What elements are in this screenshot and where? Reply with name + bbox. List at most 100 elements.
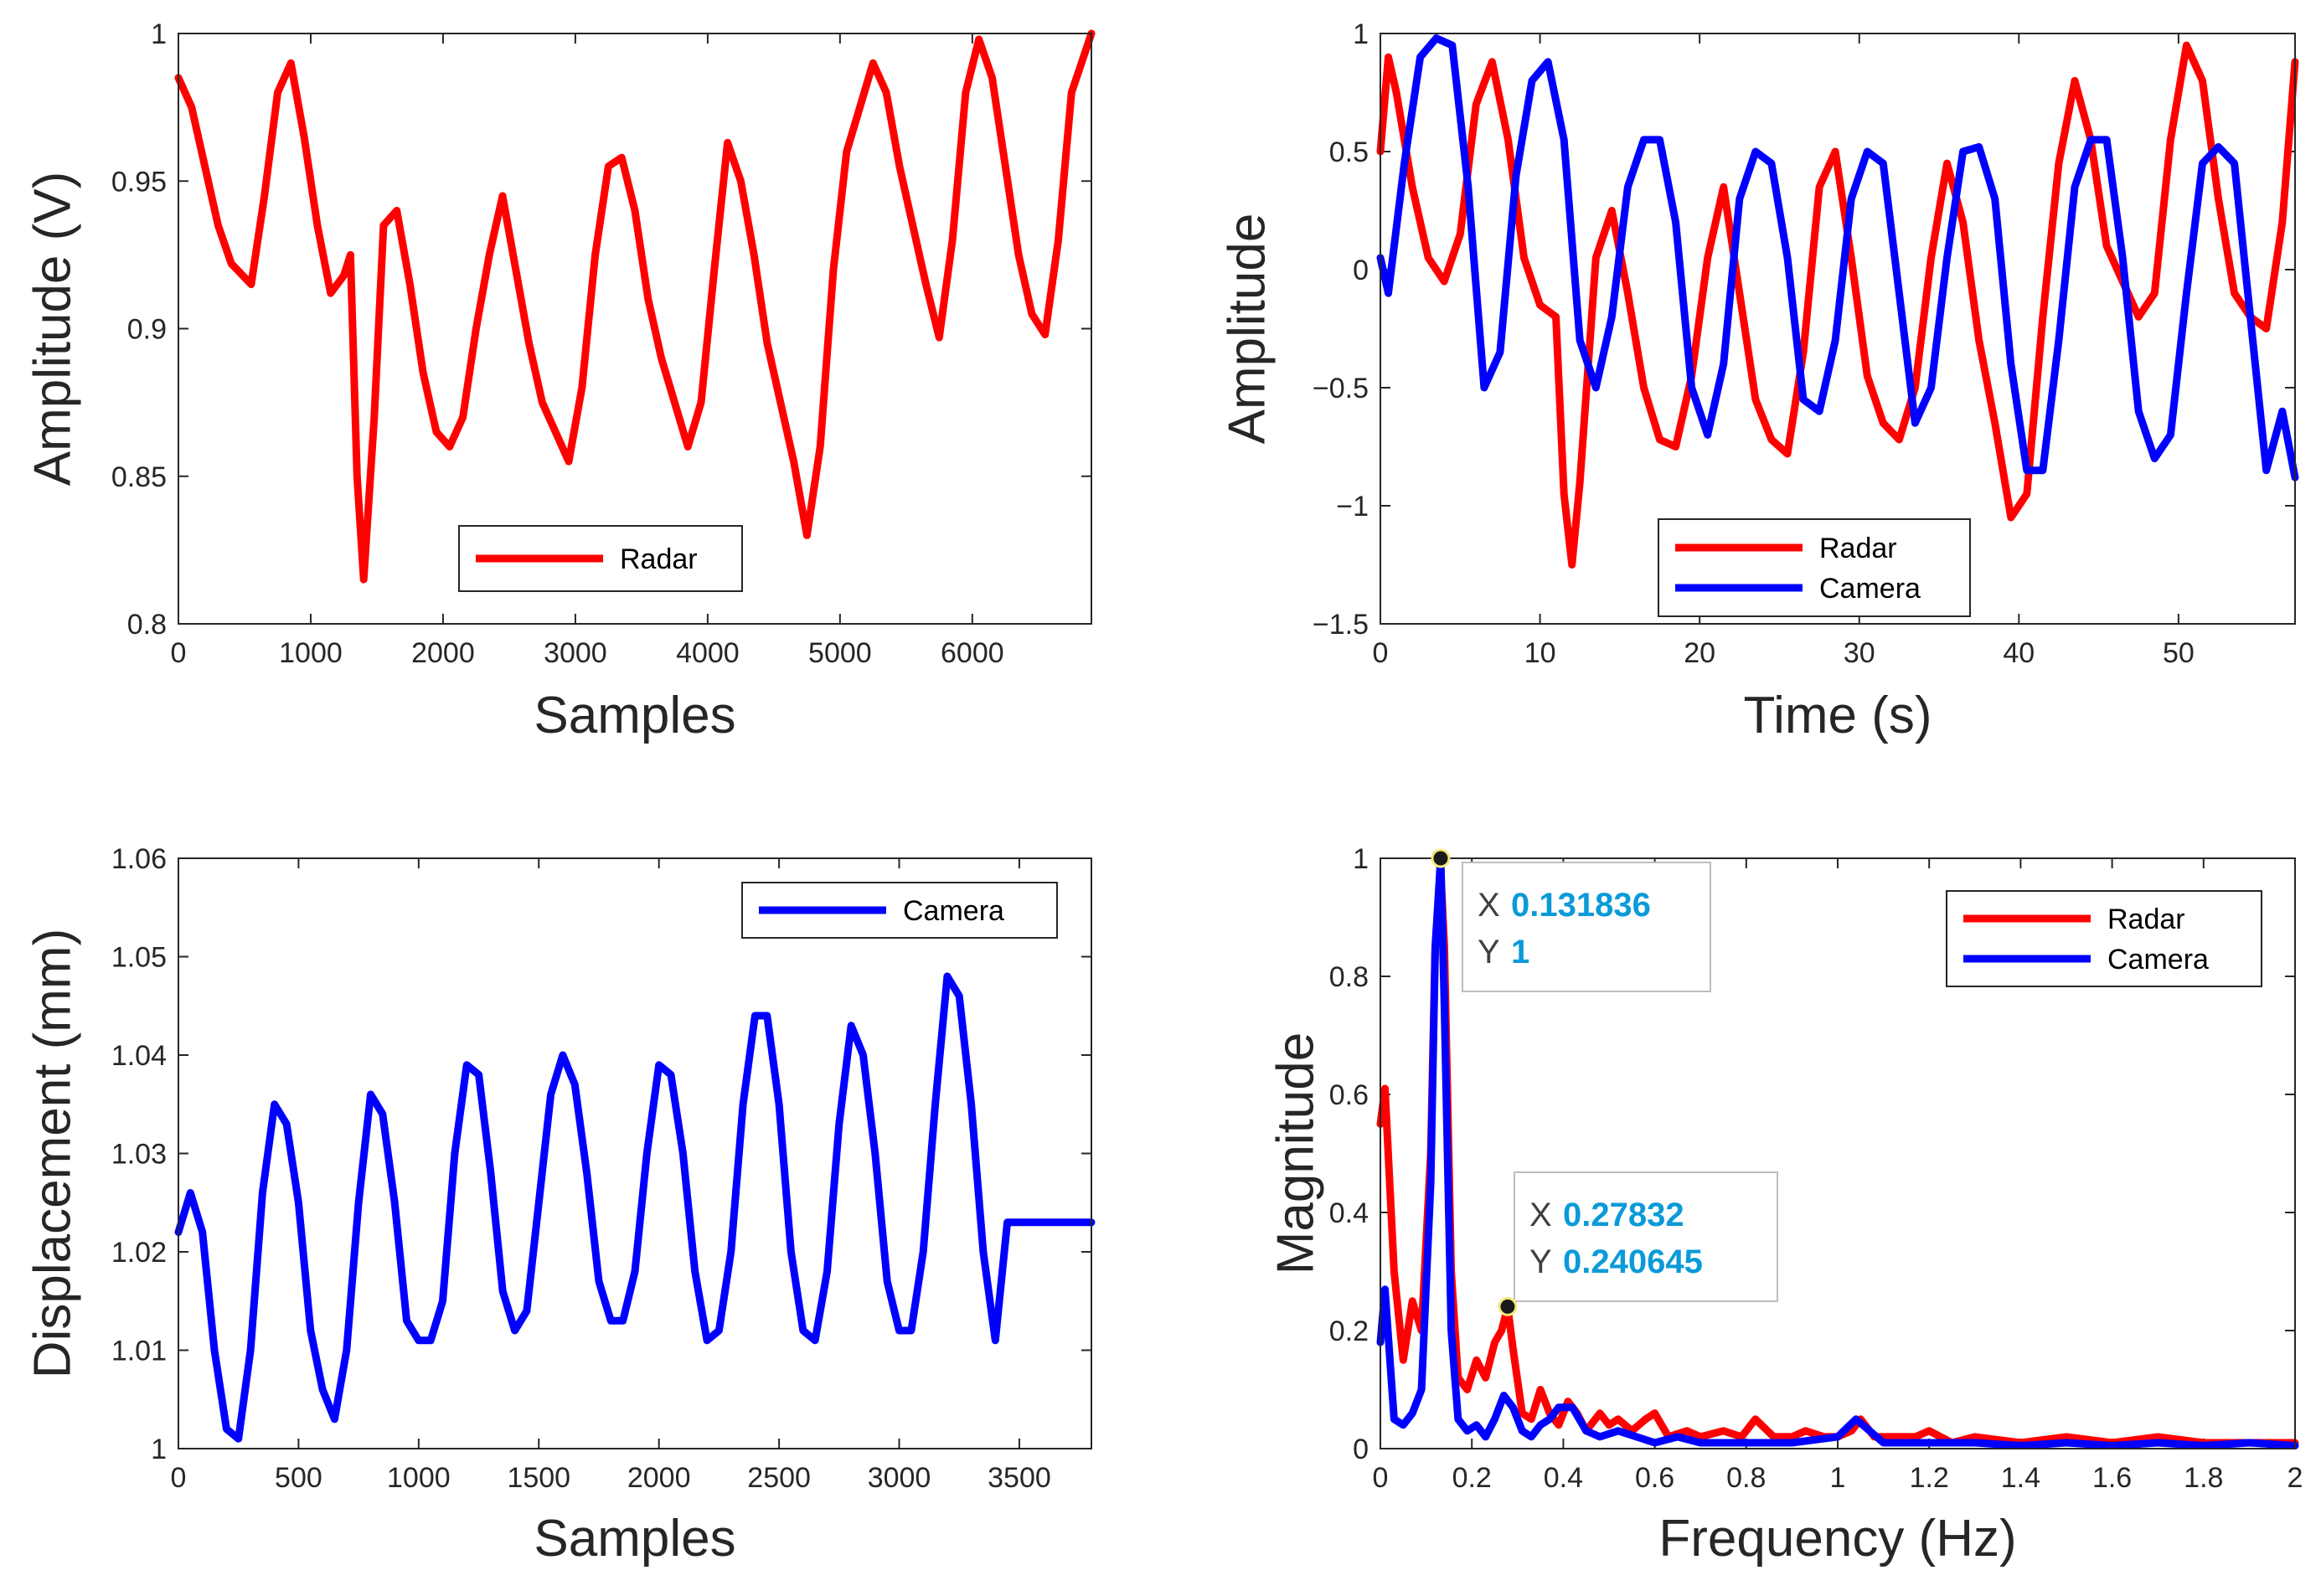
x-tick-label: 3000 [544, 637, 607, 669]
legend-label-camera: Camera [903, 895, 1004, 927]
x-tick-label: 50 [2163, 637, 2195, 669]
x-tick-label: 20 [1684, 637, 1715, 669]
series-line-radar [174, 29, 1096, 584]
datatip-y-label: Y [1529, 1243, 1552, 1280]
x-tick-label: 0.4 [1544, 1462, 1583, 1494]
y-tick-label: 1.06 [111, 843, 167, 875]
series-line-camera [1376, 854, 2299, 1449]
y-tick-label: 1 [1353, 843, 1369, 875]
legend-label-radar: Radar [620, 543, 698, 575]
x-tick-label: 40 [2003, 637, 2035, 669]
datatip: X 0.131836 Y 1 [1431, 848, 1711, 992]
y-tick-label: 1.03 [111, 1139, 167, 1171]
x-tick-label: 0 [171, 637, 187, 669]
datatip: X 0.27832 Y 0.240645 [1498, 1171, 1778, 1316]
legend-label-camera: Camera [1819, 573, 1921, 605]
y-axis-label: Amplitude (V) [24, 172, 82, 487]
y-axis-label: Magnitude [1267, 1032, 1325, 1275]
x-tick-label: 1.8 [2184, 1462, 2223, 1494]
legend: Radar Camera [1946, 890, 2262, 987]
y-tick-label: 0 [1353, 255, 1369, 286]
y-tick-label: 1.05 [111, 942, 167, 974]
datatip-x-label: X [1529, 1197, 1552, 1233]
datatip-x-value: 0.27832 [1563, 1197, 1684, 1233]
y-tick-label: 1.01 [111, 1336, 167, 1367]
plot-area [178, 858, 1091, 1449]
x-tick-label: 2 [2287, 1462, 2303, 1494]
plot-frame [178, 33, 1092, 625]
y-tick-label: 1 [151, 1434, 167, 1465]
x-tick-label: 30 [1844, 637, 1875, 669]
legend-label-radar: Radar [2107, 904, 2185, 935]
y-tick-label: 0.8 [127, 609, 167, 641]
y-tick-label: 1 [1353, 18, 1369, 50]
plot-frame [1380, 857, 2296, 1449]
y-tick-label: −1 [1336, 491, 1369, 523]
y-tick-label: 1.04 [111, 1040, 167, 1072]
x-tick-label: 1 [1830, 1462, 1846, 1494]
y-tick-label: 1.02 [111, 1237, 167, 1269]
x-tick-label: 2000 [411, 637, 475, 669]
x-tick-label: 500 [275, 1462, 322, 1494]
datatip-x-value: 0.131836 [1511, 887, 1651, 924]
y-tick-label: 0.85 [111, 461, 167, 493]
datatip-box [1514, 1171, 1778, 1302]
x-axis-label: Samples [534, 1510, 735, 1568]
x-tick-label: 0.2 [1452, 1462, 1492, 1494]
y-axis-label: Displacement (mm) [24, 929, 82, 1378]
x-tick-label: 0.6 [1635, 1462, 1674, 1494]
series-line-radar [1376, 41, 2299, 569]
datatip-y-value: 1 [1511, 934, 1529, 970]
chart-radar-amplitude: 0 1000 2000 3000 4000 5000 6000 0.8 0.85 0.9 0.95 1… [24, 18, 1096, 744]
x-tick-label: 1000 [387, 1462, 451, 1494]
y-tick-label: 0.2 [1329, 1315, 1369, 1347]
y-tick-label: 0.95 [111, 166, 167, 198]
x-tick-label: 0 [171, 1462, 187, 1494]
y-axis-label: Amplitude [1219, 214, 1277, 445]
x-tick-label: 2500 [747, 1462, 811, 1494]
y-tick-label: 0.8 [1329, 961, 1369, 993]
series-line-camera [1376, 34, 2299, 481]
datatip-box [1462, 862, 1711, 992]
x-tick-label: 2000 [627, 1462, 691, 1494]
legend-box [1946, 890, 2262, 987]
y-tick-label: 0.4 [1329, 1197, 1369, 1229]
x-axis-label: Time (s) [1744, 687, 1932, 744]
x-tick-label: 5000 [808, 637, 872, 669]
chart-radar-camera-time: 0 10 20 30 40 50 −1.5 −1 −0.5 0 0.5 1 Time (s) Amplit… [1219, 18, 2299, 744]
datatip-x-label: X [1478, 887, 1500, 924]
x-tick-label: 10 [1524, 637, 1556, 669]
legend: Radar Camera [1658, 518, 1971, 617]
legend-label-radar: Radar [1819, 533, 1897, 564]
x-tick-label: 1.2 [1910, 1462, 1949, 1494]
x-tick-label: 1000 [279, 637, 343, 669]
plot-frame [178, 857, 1092, 1449]
x-tick-label: 0 [1373, 637, 1389, 669]
x-tick-label: 3000 [868, 1462, 931, 1494]
chart-frequency-spectrum: 0 0.2 0.4 0.6 0.8 1 1.2 1.4 1.6 1.8 2 0 0.2 0.4 0.6 0.8… [1267, 843, 2303, 1568]
y-tick-label: −1.5 [1313, 609, 1369, 641]
x-tick-label: 1.6 [2092, 1462, 2132, 1494]
datatip-y-label: Y [1478, 934, 1500, 970]
x-tick-label: 0.8 [1726, 1462, 1766, 1494]
x-tick-label: 1.4 [2001, 1462, 2040, 1494]
x-tick-label: 0 [1373, 1462, 1389, 1494]
x-axis-label: Samples [534, 687, 735, 744]
datatip-marker [1431, 848, 1451, 868]
x-tick-label: 1500 [507, 1462, 570, 1494]
chart-camera-displacement: 0 500 1000 1500 2000 2500 3000 3500 1 1.01 1.02 1.0… [24, 843, 1096, 1568]
legend: Radar [458, 525, 743, 592]
y-tick-label: 0 [1353, 1434, 1369, 1465]
y-tick-label: 1 [151, 18, 167, 50]
datatip-y-value: 0.240645 [1563, 1243, 1703, 1280]
x-tick-label: 6000 [941, 637, 1004, 669]
y-tick-label: 0.6 [1329, 1079, 1369, 1111]
x-tick-label: 3500 [988, 1462, 1051, 1494]
y-tick-label: −0.5 [1313, 373, 1369, 404]
y-tick-label: 0.9 [127, 314, 167, 346]
datatip-marker [1498, 1296, 1518, 1316]
legend-box [1658, 518, 1971, 617]
legend-label-camera: Camera [2107, 944, 2209, 976]
series-line-camera [174, 972, 1096, 1443]
